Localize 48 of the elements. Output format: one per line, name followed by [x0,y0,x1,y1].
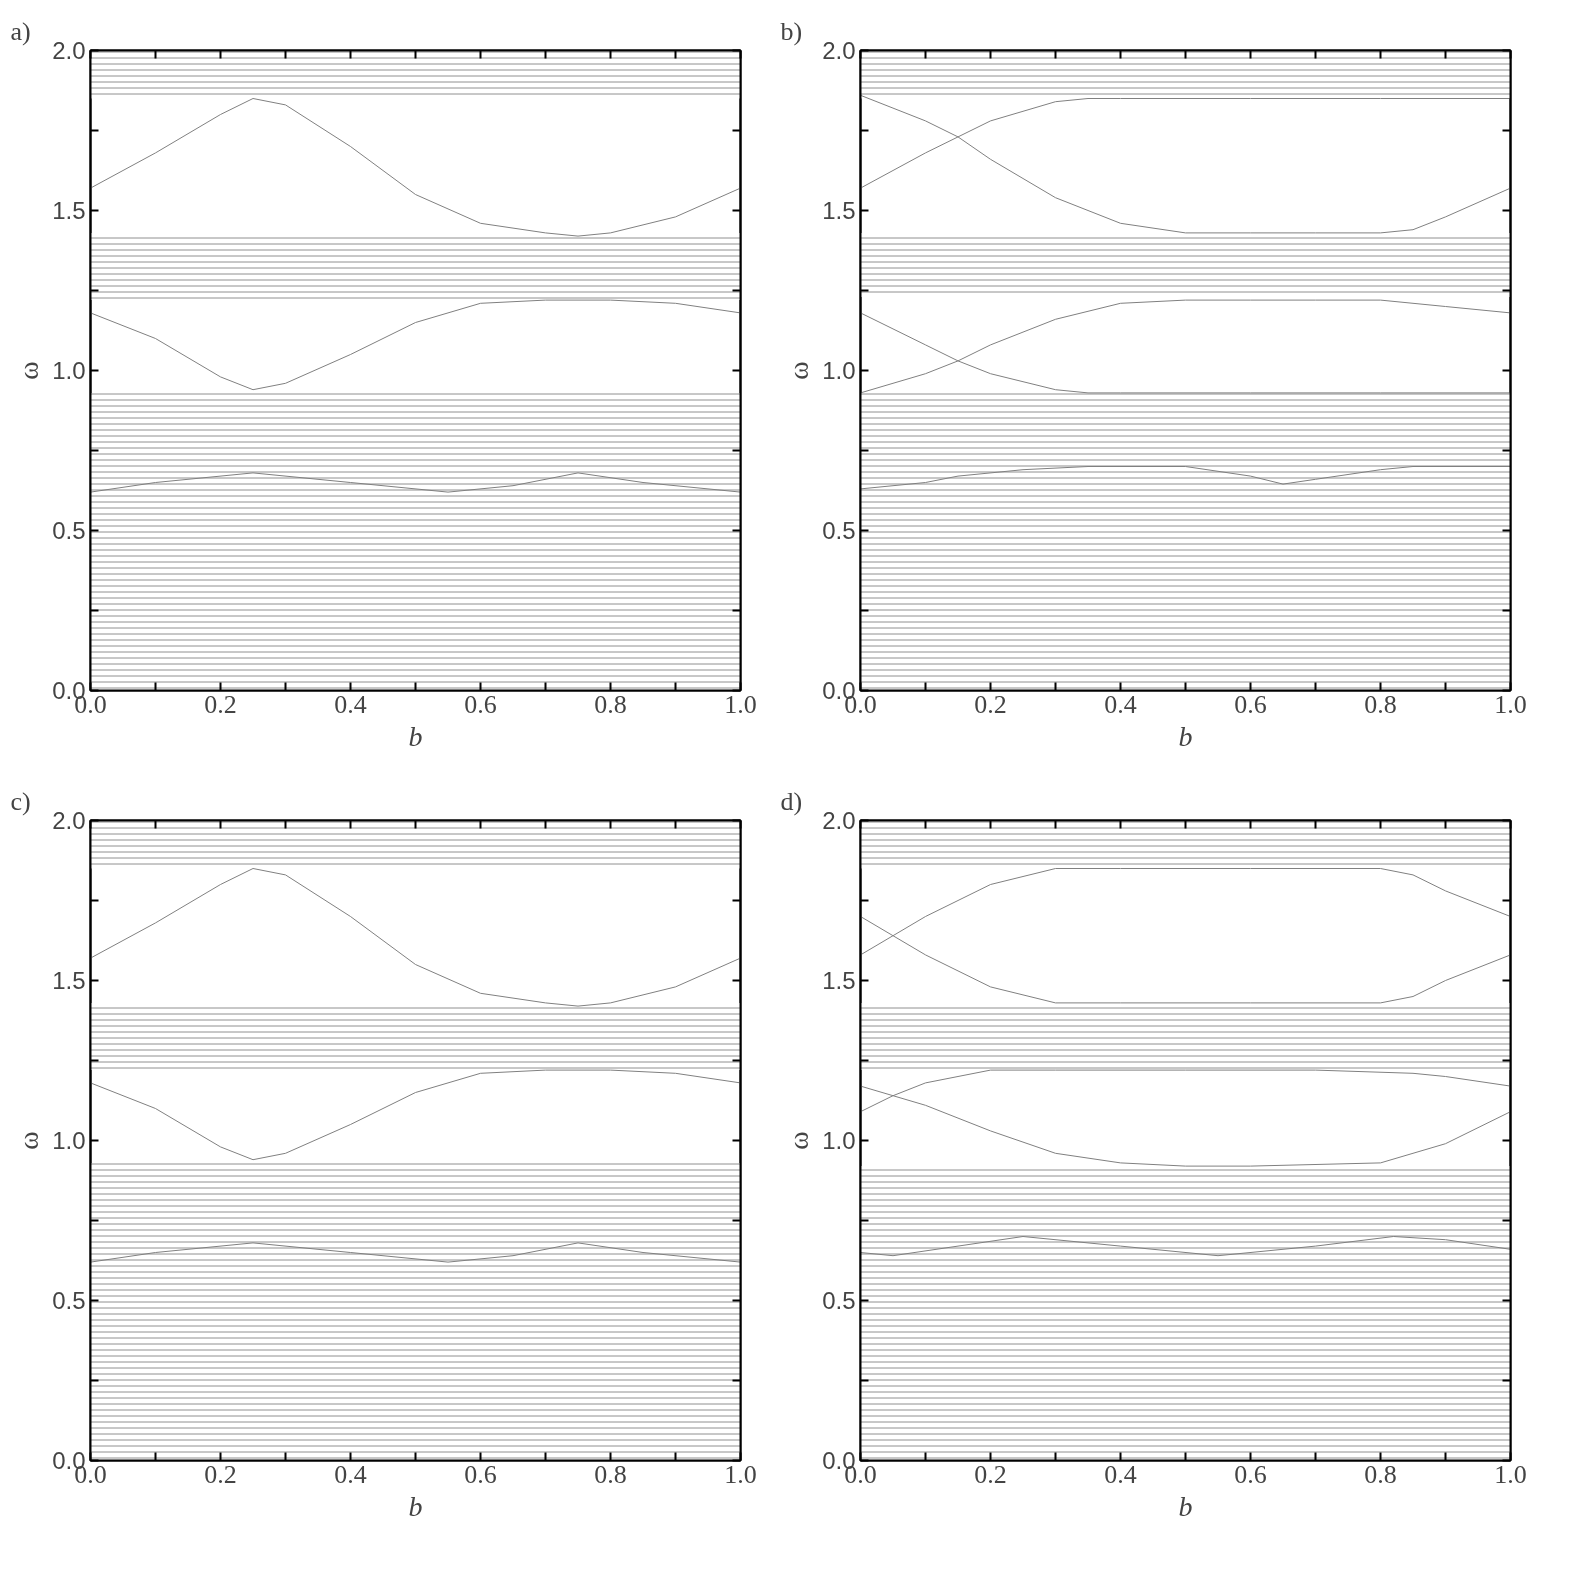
y-axis-title: ω [13,1131,45,1150]
y-tick-label: 2.0 [822,37,856,64]
x-axis-title: b [408,720,423,752]
chart-title: c) [10,786,31,816]
x-tick-label: 0.8 [1364,689,1397,719]
x-tick-label: 0.2 [204,689,237,719]
x-tick-label: 1.0 [724,1459,757,1489]
y-tick-label: 1.0 [822,357,856,384]
chart-title: a) [10,16,31,46]
y-tick-label: 2.0 [52,807,86,834]
x-tick-label: 0.6 [464,689,497,719]
y-tick-label: 2.0 [52,37,86,64]
x-tick-label: 0.2 [974,689,1007,719]
y-tick-label: 1.0 [52,357,86,384]
x-tick-label: 0.6 [464,1459,497,1489]
x-tick-label: 1.0 [1494,1459,1527,1489]
x-tick-label: 1.0 [1494,689,1527,719]
x-tick-label: 0.4 [1104,689,1137,719]
chart-title: b) [780,16,803,46]
y-tick-label: 0.5 [52,517,86,544]
x-tick-label: 1.0 [724,689,757,719]
x-tick-label: 0.2 [974,1459,1007,1489]
x-tick-label: 0.8 [1364,1459,1397,1489]
y-tick-label: 1.5 [822,967,856,994]
y-tick-label: 1.5 [822,197,856,224]
x-axis-title: b [1178,720,1193,752]
y-tick-label: 1.0 [822,1127,856,1154]
y-axis-title: ω [783,1131,815,1150]
x-tick-label: 0.2 [204,1459,237,1489]
y-tick-label: 2.0 [822,807,856,834]
x-tick-label: 0.6 [1234,1459,1267,1489]
x-tick-label: 0.8 [594,689,627,719]
y-tick-label: 0.5 [822,1287,856,1314]
x-tick-label: 0.8 [594,1459,627,1489]
chart-title: d) [780,786,803,816]
y-tick-label: 1.5 [52,197,86,224]
x-tick-label: 0.6 [1234,689,1267,719]
y-tick-label: 1.5 [52,967,86,994]
y-tick-label: 0.5 [52,1287,86,1314]
x-tick-label: 0.4 [334,689,367,719]
y-tick-label: 1.0 [52,1127,86,1154]
x-tick-label: 0.4 [1104,1459,1137,1489]
x-tick-label: 0.4 [334,1459,367,1489]
x-axis-title: b [1178,1490,1193,1522]
y-axis-title: ω [783,361,815,380]
x-axis-title: b [408,1490,423,1522]
y-tick-label: 0.5 [822,517,856,544]
y-axis-title: ω [13,361,45,380]
